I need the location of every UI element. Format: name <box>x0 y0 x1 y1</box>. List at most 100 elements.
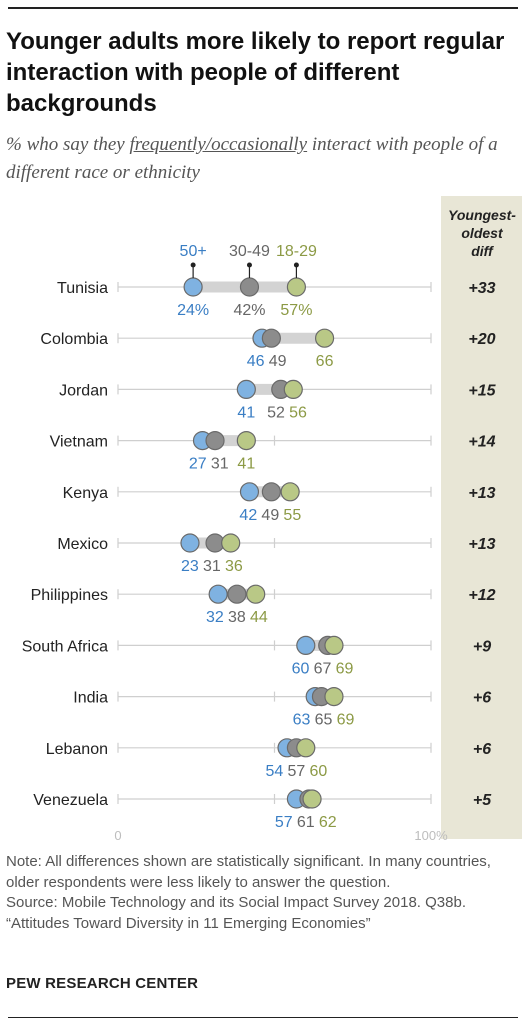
dot-age-18-29 <box>236 431 256 451</box>
diff-header-line: oldest <box>461 225 504 241</box>
value-label-age-18-29: 62 <box>319 814 337 831</box>
value-label-age-18-29: 55 <box>283 507 301 524</box>
value-label-age-30-49: 52 <box>267 404 285 421</box>
source-text: Source: Mobile Technology and its Social… <box>6 894 466 911</box>
dot-age-50-plus <box>183 277 203 297</box>
legend-leader-dot <box>293 262 299 268</box>
diff-header-line: diff <box>471 243 494 259</box>
category-label-venezuela: Venezuela <box>33 792 108 809</box>
legend-label-age-18-29: 18-29 <box>276 243 317 260</box>
dot-age-50-plus <box>239 482 260 502</box>
diff-value: +20 <box>468 331 495 348</box>
diff-value: +14 <box>468 434 495 451</box>
top-rule <box>8 7 518 9</box>
value-label-age-50-plus: 41 <box>237 404 255 421</box>
diff-value: +6 <box>473 741 491 758</box>
value-label-age-18-29: 66 <box>316 353 334 370</box>
chart-subtitle: % who say they frequently/occasionally i… <box>6 131 521 187</box>
value-label-age-30-49: 57 <box>288 763 306 780</box>
report-title: “Attitudes Toward Diversity in 11 Emergi… <box>6 914 371 932</box>
dot-age-50-plus <box>296 635 316 655</box>
notes-block: Note: All differences shown are statisti… <box>6 852 524 934</box>
dot-age-18-29 <box>286 277 307 297</box>
value-label-age-50-plus: 60 <box>292 660 310 677</box>
value-label-age-50-plus: 57 <box>275 814 293 831</box>
category-label-lebanon: Lebanon <box>46 741 108 758</box>
value-label-age-50-plus: 46 <box>247 353 265 370</box>
diff-header-line: Youngest- <box>448 207 516 223</box>
value-label-age-50-plus: 54 <box>266 763 284 780</box>
dot-age-50-plus <box>208 584 228 604</box>
value-label-age-18-29: 57% <box>280 302 312 319</box>
value-label-age-18-29: 41 <box>237 456 255 473</box>
value-label-age-30-49: 31 <box>211 456 229 473</box>
value-label-age-50-plus: 63 <box>293 712 311 729</box>
dot-age-30-49 <box>227 584 247 604</box>
dot-age-30-49 <box>205 431 225 451</box>
diff-column-panel <box>441 196 522 839</box>
legend-leader-dot <box>190 262 196 268</box>
value-label-age-50-plus: 32 <box>206 609 224 626</box>
value-label-age-18-29: 69 <box>336 660 354 677</box>
value-label-age-30-49: 61 <box>297 814 315 831</box>
value-label-age-30-49: 49 <box>269 353 287 370</box>
category-label-south-africa: South Africa <box>22 638 108 655</box>
dot-age-18-29 <box>324 687 344 707</box>
category-label-vietnam: Vietnam <box>50 434 108 451</box>
value-label-age-18-29: 69 <box>337 712 355 729</box>
diff-value: +9 <box>473 638 491 655</box>
axis-label-min: 0 <box>114 828 121 841</box>
value-label-age-18-29: 36 <box>225 558 243 575</box>
value-label-age-18-29: 44 <box>250 609 268 626</box>
dot-age-18-29 <box>221 533 241 553</box>
value-label-age-30-49: 65 <box>315 712 333 729</box>
dot-plot-chart: Youngest-oldest diff Tunisia 24% 42% 57% +33 Co… <box>22 196 522 841</box>
note-text: Note: All differences shown are statisti… <box>6 853 491 891</box>
category-label-kenya: Kenya <box>63 485 108 502</box>
bottom-rule <box>8 1017 518 1018</box>
dot-age-30-49 <box>239 277 260 297</box>
value-label-age-30-49: 31 <box>203 558 221 575</box>
dot-age-18-29 <box>296 738 316 758</box>
dot-age-18-29 <box>246 584 266 604</box>
value-label-age-50-plus: 42 <box>239 507 257 524</box>
subtitle-underlined: frequently/occasionally <box>129 134 308 155</box>
diff-value: +12 <box>468 587 495 604</box>
dot-age-30-49 <box>261 328 281 348</box>
category-label-mexico: Mexico <box>57 536 108 553</box>
value-label-age-30-49: 38 <box>228 609 246 626</box>
legend-leader-dot <box>246 262 252 268</box>
value-label-age-18-29: 60 <box>310 763 328 780</box>
subtitle-prefix: % who say they <box>6 134 130 155</box>
category-label-philippines: Philippines <box>31 587 108 604</box>
value-label-age-30-49: 42% <box>233 302 265 319</box>
dot-age-30-49 <box>261 482 281 502</box>
value-label-age-30-49: 49 <box>261 507 279 524</box>
dot-age-18-29 <box>324 635 344 655</box>
dot-age-50-plus <box>236 379 256 399</box>
chart-title: Younger adults more likely to report reg… <box>6 28 505 117</box>
dot-age-18-29 <box>283 379 303 399</box>
diff-value: +33 <box>468 280 495 297</box>
legend-label-age-50-plus: 50+ <box>180 243 207 260</box>
axis-label-max: 100% <box>414 828 448 841</box>
value-label-age-50-plus: 27 <box>189 456 207 473</box>
value-label-age-18-29: 56 <box>289 404 307 421</box>
diff-value: +13 <box>468 485 495 502</box>
dot-age-18-29 <box>302 789 322 809</box>
category-label-colombia: Colombia <box>40 331 108 348</box>
pew-research-center-logo: PEW RESEARCH CENTER <box>6 975 199 992</box>
dot-age-18-29 <box>280 482 300 502</box>
category-label-jordan: Jordan <box>59 382 108 399</box>
subtitle-suffix: interact with people of a different race… <box>6 134 498 183</box>
dot-age-50-plus <box>180 533 200 553</box>
diff-value: +5 <box>473 792 492 809</box>
value-label-age-30-49: 67 <box>314 660 332 677</box>
diff-value: +13 <box>468 536 495 553</box>
value-label-age-50-plus: 23 <box>181 558 199 575</box>
diff-value: +15 <box>468 382 496 399</box>
category-label-india: India <box>73 690 108 707</box>
dot-age-18-29 <box>314 328 335 348</box>
legend-label-age-30-49: 30-49 <box>229 243 270 260</box>
category-label-tunisia: Tunisia <box>57 280 108 297</box>
